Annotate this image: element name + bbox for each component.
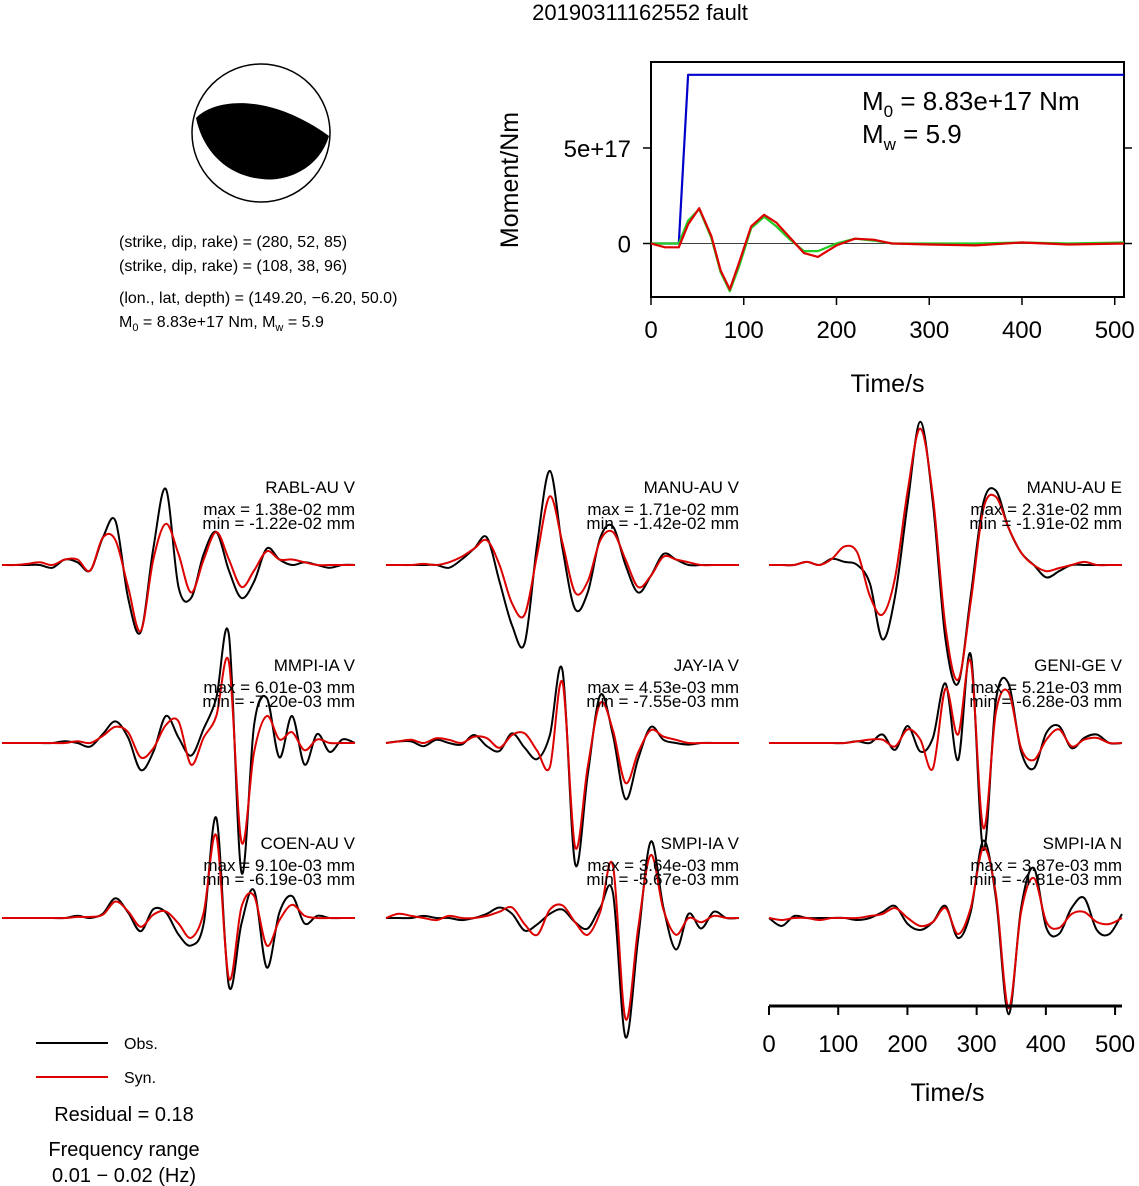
station-min: min = -6.19e-03 mm [202,870,355,889]
station-name: SMPI-IA N [1043,834,1122,853]
beachball-focal-mechanism [191,63,331,203]
moment-x-tick-label: 400 [1002,317,1042,344]
obs-trace [385,469,739,649]
station-min: min = -7.20e-03 mm [202,692,355,711]
moment-y-tick-label: 0 [618,232,631,259]
sdr-plane-1: (strike, dip, rake) = (280, 52, 85) [119,234,347,251]
station-min: min = -4.81e-03 mm [969,870,1122,889]
station-name: JAY-IA V [674,656,740,675]
moment-x-tick-label: 500 [1095,317,1135,344]
residual-text: Residual = 0.18 [54,1104,194,1126]
station-max: max = 1.71e-02 mm [587,500,739,519]
obs-trace [2,627,356,875]
moment-rate-line [650,207,1125,291]
legend-obs-label: Obs. [124,1036,158,1053]
moment-x-tick-label: 200 [816,317,856,344]
station-min: min = -7.55e-03 mm [586,692,739,711]
moment-m0-label: M0 = 8.83e+17 Nm [862,86,1080,121]
time-axis-tick-label: 200 [887,1031,927,1058]
moment-magnitude-line: M0 = 8.83e+17 Nm, Mw = 5.9 [119,314,324,334]
time-axis-tick-label: 0 [762,1031,775,1058]
station-max: max = 2.31e-02 mm [970,500,1122,519]
time-axis-tick-label: 400 [1026,1031,1066,1058]
legend-syn-label: Syn. [124,1070,156,1087]
station-name: MANU-AU E [1027,478,1122,497]
station-name: RABL-AU V [265,478,355,497]
time-axis-tick-label: 500 [1095,1031,1135,1058]
time-axis-label: Time/s [910,1079,984,1107]
station-min: min = -1.22e-02 mm [202,514,355,533]
station-min: min = -6.28e-03 mm [969,692,1122,711]
obs-trace [768,420,1122,686]
moment-y-tick-label: 5e+17 [564,136,631,163]
moment-y-axis-label: Moment/Nm [496,112,524,248]
time-axis-tick-label: 300 [957,1031,997,1058]
waveform-time-axis: 0 100 200 300 400 500 Time/s [762,1004,1135,1107]
syn-trace [385,679,739,850]
syn-trace [385,495,739,619]
obs-trace [386,840,740,1039]
location-depth: (lon., lat, depth) = (149.20, −6.20, 50.… [119,290,397,307]
syn-trace [768,427,1122,681]
station-name: GENI-GE V [1034,656,1123,675]
time-axis-tick-label: 100 [818,1031,858,1058]
sdr-plane-2: (strike, dip, rake) = (108, 38, 96) [119,258,347,275]
figure-title: 20190311162552 fault [532,0,748,25]
station-max: max = 9.10e-03 mm [203,856,355,875]
station-max: max = 3.87e-03 mm [970,856,1122,875]
source-parameters: (strike, dip, rake) = (280, 52, 85) (str… [119,234,397,334]
station-max: max = 5.21e-03 mm [970,678,1122,697]
frequency-range-title: Frequency range [48,1139,199,1161]
station-name: COEN-AU V [261,834,356,853]
station-min: min = -1.42e-02 mm [586,514,739,533]
legend: Obs. Syn. [36,1036,158,1087]
syn-trace [2,833,355,981]
station-max: max = 6.01e-03 mm [203,678,355,697]
station-name: SMPI-IA V [661,834,740,853]
moment-x-axis-label: Time/s [850,370,924,398]
syn-trace [2,657,355,845]
syn-trace [769,658,1123,830]
moment-x-tick-label: 100 [724,317,764,344]
moment-rate-plot: 0 100 200 300 400 500 0 5e+17 Time/s Moment/Nm [496,61,1135,398]
syn-trace [1,522,355,633]
station-name: MANU-AU V [644,478,740,497]
moment-x-tick-label: 0 [644,317,657,344]
moment-x-tick-label: 300 [909,317,949,344]
syn-trace [385,853,740,1021]
station-min: min = -1.91e-02 mm [969,514,1122,533]
moment-mw-label: Mw = 5.9 [862,119,962,154]
station-max: max = 4.53e-03 mm [587,678,739,697]
station-min: min = -5.67e-03 mm [586,870,739,889]
syn-trace [768,847,1123,1010]
station-max: max = 3.64e-03 mm [587,856,739,875]
moment-plot-frame [650,61,1125,298]
frequency-range-value: 0.01 − 0.02 (Hz) [52,1165,196,1186]
fit-rate-line [651,208,1125,293]
station-name: MMPI-IA V [274,656,356,675]
station-max: max = 1.38e-02 mm [203,500,355,519]
